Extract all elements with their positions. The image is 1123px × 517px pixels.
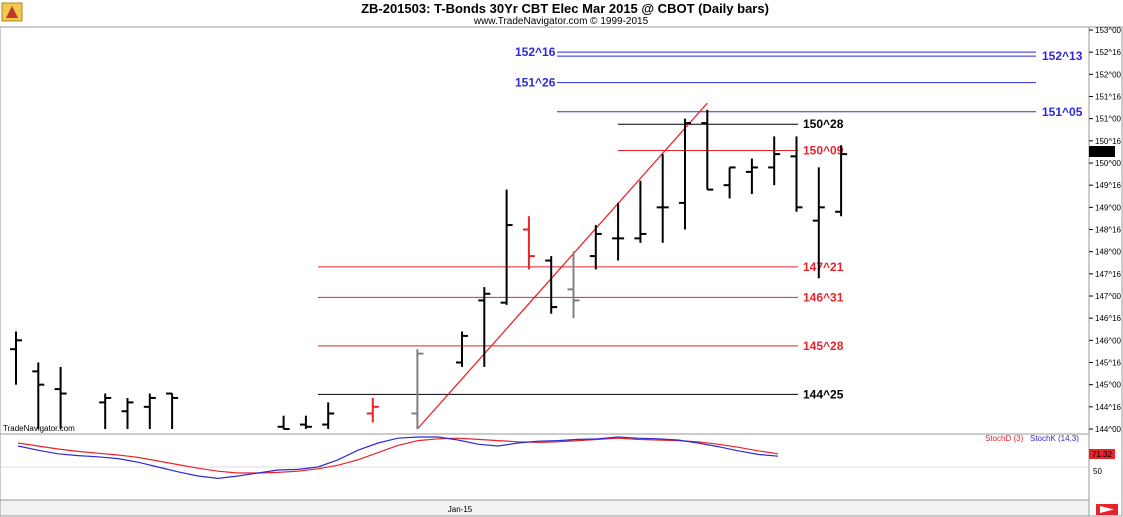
ohlc-bar xyxy=(143,393,156,429)
price-tick-label: 145^00 xyxy=(1095,381,1122,390)
chart-title: ZB-201503: T-Bonds 30Yr CBT Elec Mar 201… xyxy=(361,1,769,16)
price-tick-label: 148^00 xyxy=(1095,248,1122,257)
ohlc-bar xyxy=(522,216,535,270)
ohlc-bar xyxy=(656,154,669,243)
price-axis xyxy=(1088,26,1123,517)
stoch-tick-50: 50 xyxy=(1093,467,1102,476)
level-label: 152^16 xyxy=(515,45,556,59)
level-label: 152^13 xyxy=(1042,49,1083,63)
ohlc-bar xyxy=(166,392,179,429)
price-tick-label: 144^00 xyxy=(1095,425,1122,434)
trend-line xyxy=(416,102,708,430)
stoch-k-line xyxy=(17,436,779,480)
level-label: 151^26 xyxy=(515,76,556,90)
ohlc-bar xyxy=(835,145,848,217)
ohlc-bar xyxy=(456,331,468,367)
watermark-text: TradeNavigator.com xyxy=(3,424,75,433)
price-bars xyxy=(10,109,848,430)
level-label: 150^09 xyxy=(803,144,844,158)
price-tick-label: 151^16 xyxy=(1095,93,1122,102)
ohlc-bar xyxy=(54,366,67,429)
ohlc-bar xyxy=(411,349,424,429)
price-tick-label: 150^16 xyxy=(1095,137,1122,146)
price-tick-label: 153^00 xyxy=(1095,26,1122,35)
ohlc-bar xyxy=(723,166,736,199)
stoch-value-label: 71.32 xyxy=(1092,450,1113,459)
ohlc-bar xyxy=(277,415,290,430)
last-price-badge xyxy=(1089,146,1115,157)
price-tick-label: 148^16 xyxy=(1095,226,1122,235)
stoch-d-legend: StochD (3) xyxy=(985,434,1024,443)
price-tick-label: 149^16 xyxy=(1095,181,1122,190)
price-tick-label: 144^16 xyxy=(1095,403,1122,412)
level-label: 144^25 xyxy=(803,387,844,401)
ohlc-bar xyxy=(322,402,335,429)
tradenavigator-logo-icon xyxy=(1,2,23,22)
level-label: 146^31 xyxy=(803,290,844,304)
price-tick-label: 147^16 xyxy=(1095,270,1122,279)
ohlc-bar xyxy=(478,287,491,367)
ohlc-bar xyxy=(10,331,22,385)
ohlc-bar xyxy=(366,397,379,423)
stoch-value-badge xyxy=(1089,449,1115,459)
ohlc-bar xyxy=(634,180,647,243)
time-axis-label: Jan-15 xyxy=(448,505,473,514)
price-tick-label: 146^16 xyxy=(1095,314,1122,323)
stoch-d-line xyxy=(17,437,779,474)
ohlc-bar xyxy=(790,136,803,212)
time-axis xyxy=(0,499,1090,517)
price-tick-label: 145^16 xyxy=(1095,359,1122,368)
ohlc-bar xyxy=(545,256,558,314)
trend-line-segment xyxy=(416,102,708,430)
ohlc-bar xyxy=(768,136,781,186)
last-price-label: 150^06 xyxy=(1089,147,1116,156)
ohlc-bar xyxy=(500,189,513,305)
level-label: 145^28 xyxy=(803,339,844,353)
price-tick-label: 152^16 xyxy=(1095,48,1122,57)
chart-subtitle: www.TradeNavigator.com © 1999-2015 xyxy=(473,16,649,27)
price-tick-label: 149^00 xyxy=(1095,203,1122,212)
support-resistance-levels: 152^16 152^13 151^26 151^05 150^28 150^09 147^… xyxy=(318,45,1083,401)
ohlc-bar xyxy=(589,225,602,270)
scroll-right-arrow-icon[interactable] xyxy=(1096,504,1118,515)
price-axis-ticks: 153^00152^16152^00151^16151^00150^16150^… xyxy=(1089,26,1122,434)
ohlc-bar xyxy=(612,202,625,261)
ohlc-bar xyxy=(812,167,825,279)
level-label: 151^05 xyxy=(1042,105,1083,119)
ohlc-bar xyxy=(32,362,45,429)
ohlc-bar xyxy=(679,118,691,230)
stochastic-lines xyxy=(0,436,1089,480)
ohlc-bar xyxy=(567,251,580,319)
stoch-k-legend: StochK (14,3) xyxy=(1030,434,1079,443)
ohlc-bar xyxy=(701,109,714,191)
time-axis-labels: Jan-15Feb-15 xyxy=(448,505,473,514)
price-tick-label: 152^00 xyxy=(1095,70,1122,79)
level-label: 150^28 xyxy=(803,117,844,131)
price-tick-label: 150^00 xyxy=(1095,159,1122,168)
ohlc-bar xyxy=(121,397,134,429)
level-label: 147^21 xyxy=(803,260,844,274)
ohlc-bar xyxy=(299,415,312,429)
price-tick-label: 146^00 xyxy=(1095,336,1122,345)
ohlc-bar xyxy=(745,158,758,195)
ohlc-bar xyxy=(99,393,112,429)
price-tick-label: 147^00 xyxy=(1095,292,1122,301)
price-tick-label: 151^00 xyxy=(1095,115,1122,124)
